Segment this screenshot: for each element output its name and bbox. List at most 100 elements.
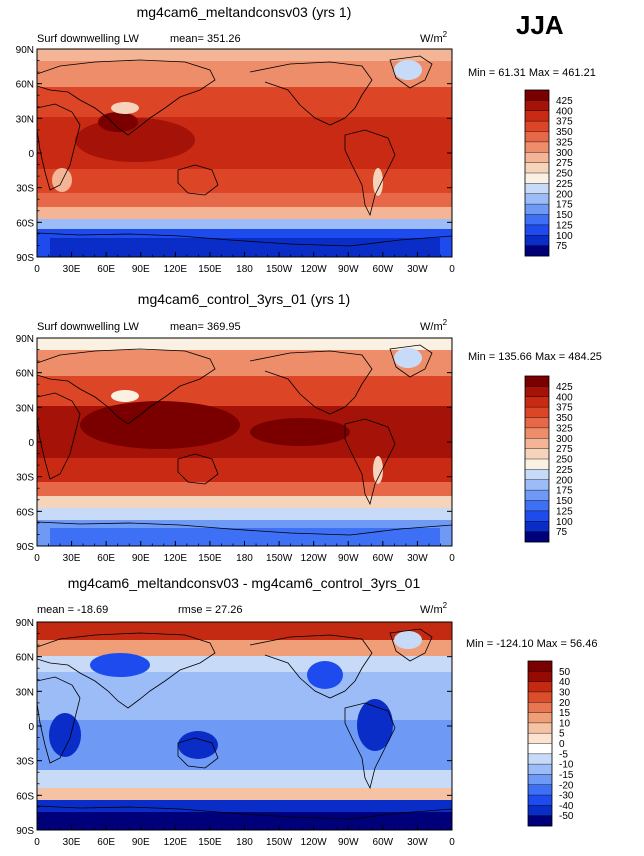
panel-1-tibet-cold <box>111 102 139 114</box>
panel-2-colorbar: 4254003753503253002752502252001751501251… <box>524 375 573 543</box>
colorbar-swatch <box>528 764 552 775</box>
colorbar-label: -40 <box>559 801 574 812</box>
panel-1-mean: mean= 351.26 <box>170 33 241 45</box>
y-tick-label: 30N <box>16 403 34 414</box>
colorbar-swatch <box>528 671 552 682</box>
panel-1-coastline-antarctica <box>37 232 452 247</box>
colorbar-label: 175 <box>556 200 573 211</box>
panel-2-band-north-mid <box>37 350 452 376</box>
panel-1-band-north-mid <box>37 61 452 87</box>
panel-1-band-south-cool <box>37 207 452 219</box>
colorbar-swatch <box>525 204 549 215</box>
colorbar-label: 325 <box>556 423 573 434</box>
colorbar-label: 225 <box>556 465 573 476</box>
colorbar-label: 375 <box>556 117 573 128</box>
panel-2-coastline-eurasia <box>37 348 216 425</box>
colorbar-swatch <box>525 224 549 236</box>
x-tick-label: 0 <box>449 837 455 848</box>
y-tick-label: 60S <box>16 791 34 802</box>
panel-2-andes-cold <box>373 456 383 484</box>
panel-2-map <box>37 338 452 546</box>
y-tick-label: 60N <box>16 369 34 380</box>
colorbar-swatch <box>528 743 552 755</box>
colorbar-swatch <box>525 110 549 122</box>
x-tick-label: 0 <box>34 837 40 848</box>
panel-1-safrica-cool <box>52 168 72 192</box>
colorbar-label: 250 <box>556 455 573 466</box>
y-tick-label: 30S <box>16 473 34 484</box>
panel-2-coastline-namerica <box>249 350 373 415</box>
panel-2: mg4cam6_control_3yrs_01 (yrs 1) Surf dow… <box>16 291 602 564</box>
panel-2-min-max: Min = 135.66 Max = 484.25 <box>468 351 602 363</box>
y-tick-label: 30N <box>16 114 34 125</box>
panel-2-band-subpolar <box>37 508 452 520</box>
panel-3-greenland-cold <box>394 631 422 649</box>
x-tick-label: 30W <box>407 264 428 275</box>
panel-3-samerica-cold <box>357 699 393 751</box>
colorbar-swatch <box>525 235 549 246</box>
colorbar-label: 20 <box>559 698 571 709</box>
panel-1-band-subpolar <box>37 219 452 229</box>
x-tick-label: 180 <box>236 553 253 564</box>
panel-1-coastline-australia <box>177 164 219 196</box>
panel-1-band-south-mid <box>37 193 452 207</box>
panel-3-units-sup: 2 <box>443 601 448 610</box>
panel-1-greenland-cold <box>394 60 422 80</box>
colorbar-swatch <box>525 141 549 153</box>
panel-1-band-polar-north <box>37 49 452 61</box>
colorbar-label: 375 <box>556 403 573 414</box>
x-tick-label: 90W <box>338 264 359 275</box>
panel-3-africa-cold <box>49 713 81 757</box>
x-tick-label: 90E <box>132 837 150 848</box>
colorbar-swatch <box>525 183 549 195</box>
colorbar-swatch <box>528 691 552 703</box>
panel-3-units-base: W/m <box>420 604 443 616</box>
panel-1-title: mg4cam6_meltandconsv03 (yrs 1) <box>137 4 352 20</box>
colorbar-swatch <box>525 448 549 460</box>
panel-3-coastline-eurasia <box>37 632 216 709</box>
colorbar-label: 15 <box>559 708 571 719</box>
colorbar-swatch <box>528 681 552 693</box>
x-tick-label: 60E <box>97 837 115 848</box>
colorbar-label: -50 <box>559 811 574 822</box>
panel-2-band-south-cool <box>37 496 452 508</box>
x-tick-label: 0 <box>449 264 455 275</box>
colorbar-label: -20 <box>559 780 574 791</box>
colorbar-swatch <box>525 417 549 429</box>
colorbar-label: 275 <box>556 444 573 455</box>
colorbar-swatch <box>525 427 549 439</box>
colorbar-label: 150 <box>556 496 573 507</box>
panel-3-title: mg4cam6_meltandconsv03 - mg4cam6_control… <box>68 575 421 591</box>
panel-3-coastline-namerica <box>249 634 373 699</box>
colorbar-label: 100 <box>556 517 573 528</box>
panel-2-band-polar-north <box>37 338 452 350</box>
x-tick-label: 90E <box>132 264 150 275</box>
panel-1-andes-cold <box>373 168 383 196</box>
panel-3-band-arctic <box>37 622 452 640</box>
panel-1-coastline-africa <box>37 103 81 191</box>
panel-2-title: mg4cam6_control_3yrs_01 (yrs 1) <box>138 291 350 307</box>
panel-2-band-north-sub <box>37 376 452 406</box>
x-tick-label: 60E <box>97 264 115 275</box>
panel-2-coastline-africa <box>37 392 81 480</box>
panel-1-coastline-greenland <box>389 55 433 89</box>
panel-3-coastline-greenland <box>389 628 433 662</box>
panel-1-colorbar: 4254003753503253002752502252001751501251… <box>524 89 573 257</box>
x-tick-label: 120E <box>164 553 188 564</box>
colorbar-swatch <box>525 162 549 174</box>
panel-2-variable-label: Surf downwelling LW <box>37 321 140 333</box>
colorbar-label: 250 <box>556 169 573 180</box>
panel-1-map <box>37 49 452 257</box>
panel-1-band-north-sub <box>37 87 452 117</box>
colorbar-label: 5 <box>559 729 565 740</box>
colorbar-swatch <box>528 753 552 765</box>
colorbar-label: 75 <box>556 241 568 252</box>
y-tick-label: 60S <box>16 218 34 229</box>
x-tick-label: 0 <box>449 553 455 564</box>
x-tick-label: 60W <box>373 264 394 275</box>
y-tick-label: 30S <box>16 757 34 768</box>
panel-1-units: W/m2 <box>420 30 448 45</box>
panel-3-asia-cold <box>90 653 150 677</box>
panel-2-band-south-mid <box>37 482 452 496</box>
